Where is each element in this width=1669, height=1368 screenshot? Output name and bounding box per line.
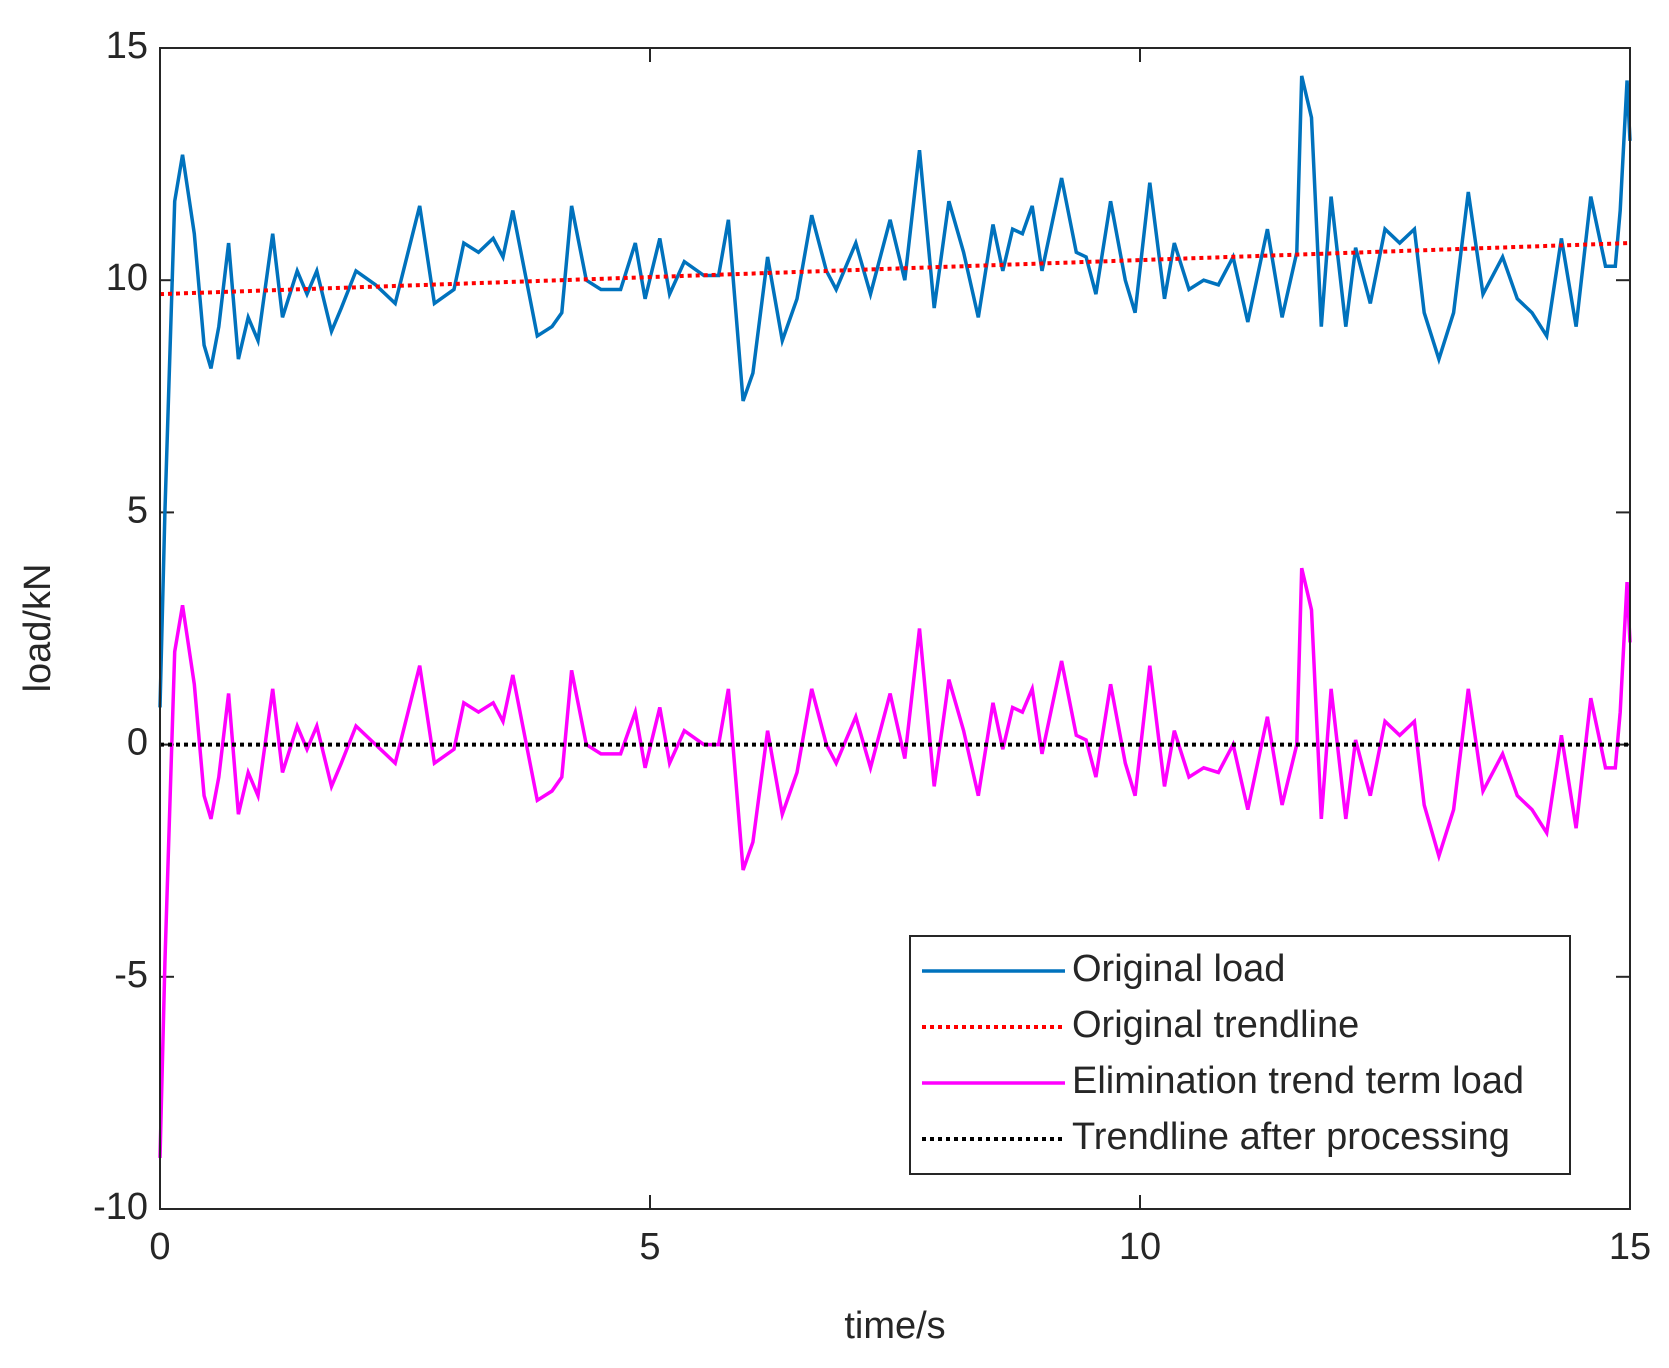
legend-label: Trendline after processing [1072,1116,1510,1158]
x-tick-label: 10 [1119,1226,1161,1268]
legend-box [909,935,1571,1175]
plot-frame [159,47,1631,1210]
y-axis-label: load/kN [17,564,59,693]
x-tick-label: 15 [1609,1226,1651,1268]
x-tick-label: 0 [149,1226,170,1268]
legend-label: Elimination trend term load [1072,1060,1524,1102]
x-axis-label: time/s [844,1305,945,1347]
legend-label: Original trendline [1072,1004,1359,1046]
series-line [158,75,1632,708]
y-tick-label: 10 [106,257,148,299]
series-line [158,567,1632,1158]
series-line [159,241,1631,297]
y-tick-label: -10 [93,1186,148,1228]
y-tick-label: 15 [106,25,148,67]
x-tick-label: 5 [639,1226,660,1268]
y-tick-label: -5 [114,954,148,996]
y-tick-label: 5 [127,489,148,531]
legend-label: Original load [1072,948,1285,990]
y-tick-label: 0 [127,722,148,764]
